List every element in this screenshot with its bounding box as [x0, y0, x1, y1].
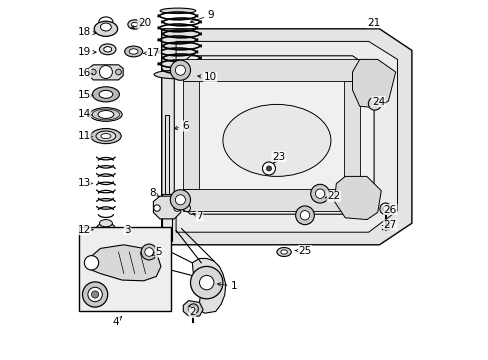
Text: 24: 24 — [371, 96, 384, 107]
Text: 18: 18 — [78, 27, 96, 37]
Text: 25: 25 — [294, 246, 311, 256]
Ellipse shape — [103, 46, 111, 52]
Text: 19: 19 — [78, 47, 96, 57]
Text: 7: 7 — [193, 211, 203, 221]
Text: 10: 10 — [197, 72, 216, 82]
Bar — [183, 81, 199, 189]
Ellipse shape — [101, 23, 111, 31]
Ellipse shape — [160, 8, 195, 13]
Polygon shape — [352, 59, 395, 108]
Text: 2: 2 — [188, 306, 195, 318]
Ellipse shape — [124, 46, 142, 57]
Text: 11: 11 — [78, 131, 92, 141]
Polygon shape — [192, 258, 225, 313]
Circle shape — [310, 184, 329, 203]
Text: 4: 4 — [112, 316, 122, 327]
Circle shape — [262, 162, 275, 175]
Circle shape — [88, 287, 102, 302]
Ellipse shape — [92, 87, 119, 102]
Bar — [79, 227, 170, 311]
Ellipse shape — [96, 131, 116, 141]
Ellipse shape — [98, 111, 114, 118]
Bar — [162, 194, 172, 241]
Bar — [183, 189, 355, 211]
Circle shape — [371, 101, 377, 107]
Polygon shape — [88, 65, 123, 80]
Ellipse shape — [280, 250, 287, 254]
Polygon shape — [162, 29, 411, 245]
Text: 23: 23 — [271, 152, 285, 163]
Text: 20: 20 — [131, 18, 151, 29]
Bar — [164, 115, 169, 194]
Circle shape — [188, 304, 198, 314]
Text: 26: 26 — [383, 204, 396, 215]
Ellipse shape — [129, 49, 138, 54]
Circle shape — [170, 60, 190, 80]
Circle shape — [300, 211, 309, 220]
Text: 21: 21 — [366, 18, 379, 28]
Ellipse shape — [276, 247, 291, 256]
Ellipse shape — [90, 129, 121, 144]
Circle shape — [90, 69, 96, 75]
Circle shape — [175, 65, 185, 75]
Text: 22: 22 — [325, 191, 340, 201]
Circle shape — [82, 282, 107, 307]
Circle shape — [170, 190, 190, 210]
Text: 1: 1 — [217, 281, 237, 291]
Ellipse shape — [99, 220, 112, 227]
Circle shape — [379, 203, 390, 215]
Circle shape — [144, 248, 153, 256]
Circle shape — [115, 69, 121, 75]
Ellipse shape — [101, 134, 111, 139]
Circle shape — [382, 206, 387, 211]
Polygon shape — [183, 301, 203, 316]
Polygon shape — [176, 41, 397, 232]
Text: 5: 5 — [152, 247, 162, 257]
Ellipse shape — [223, 104, 330, 176]
Circle shape — [367, 97, 381, 110]
Circle shape — [175, 195, 185, 205]
Circle shape — [315, 189, 324, 198]
Text: 14: 14 — [78, 109, 92, 120]
Text: 12: 12 — [78, 225, 93, 235]
Circle shape — [153, 205, 160, 211]
Circle shape — [295, 206, 314, 225]
Circle shape — [199, 275, 213, 290]
Ellipse shape — [154, 70, 201, 79]
Circle shape — [91, 291, 99, 298]
Text: 17: 17 — [143, 48, 160, 58]
Ellipse shape — [127, 20, 141, 29]
Text: 9: 9 — [190, 10, 213, 23]
Polygon shape — [334, 176, 381, 220]
Circle shape — [141, 244, 157, 260]
Circle shape — [99, 66, 112, 78]
Ellipse shape — [96, 223, 115, 234]
Polygon shape — [88, 245, 161, 281]
Ellipse shape — [89, 108, 122, 121]
Circle shape — [266, 166, 271, 171]
Polygon shape — [174, 56, 373, 214]
Circle shape — [84, 256, 99, 270]
Text: 8: 8 — [149, 188, 159, 198]
Bar — [343, 81, 359, 189]
Ellipse shape — [99, 90, 113, 98]
Polygon shape — [153, 196, 181, 219]
Bar — [183, 59, 363, 81]
Ellipse shape — [131, 22, 138, 27]
Text: 27: 27 — [383, 220, 396, 230]
Bar — [99, 223, 112, 238]
Text: 15: 15 — [78, 90, 93, 100]
Ellipse shape — [94, 21, 117, 36]
Circle shape — [174, 205, 180, 211]
Ellipse shape — [99, 44, 116, 55]
Circle shape — [183, 204, 190, 212]
Text: 6: 6 — [174, 121, 188, 131]
Text: 16: 16 — [78, 68, 92, 78]
Circle shape — [190, 266, 223, 299]
Text: 13: 13 — [78, 178, 92, 188]
Text: 3: 3 — [124, 225, 131, 235]
